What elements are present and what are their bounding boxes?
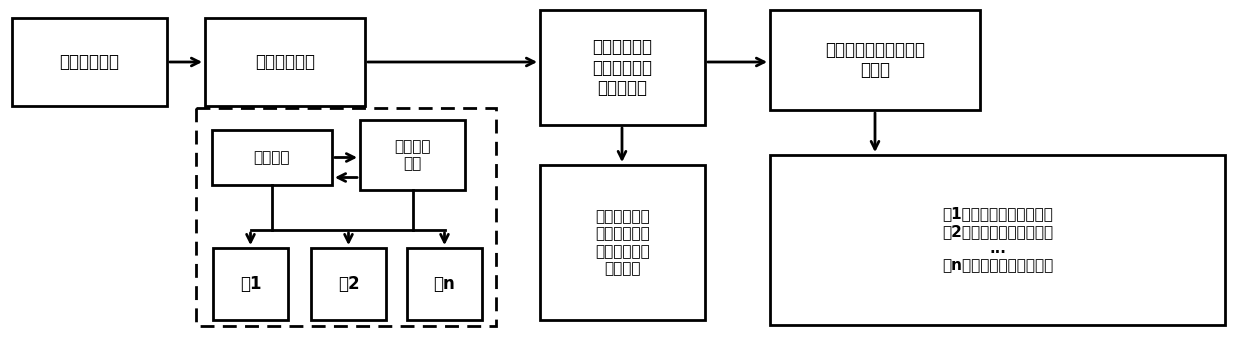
Text: 最短距离
准则: 最短距离 准则 [394, 139, 431, 171]
Text: 类n: 类n [433, 275, 456, 293]
Bar [206, 18, 365, 106]
Bar [213, 248, 288, 320]
Text: 多通道加权多
尺度排列熵信
息融合模块: 多通道加权多 尺度排列熵信 息融合模块 [593, 38, 652, 97]
Text: 类1: 类1 [240, 275, 261, 293]
Text: 聚类分析模块: 聚类分析模块 [255, 53, 314, 71]
Bar [540, 10, 704, 125]
Bar [407, 248, 482, 320]
Bar [360, 120, 465, 190]
Text: 类2: 类2 [338, 275, 359, 293]
Text: 欧式距离: 欧式距离 [254, 150, 290, 165]
Text: 数据采集模块: 数据采集模块 [59, 53, 120, 71]
Bar [196, 108, 496, 326]
Bar [770, 155, 1224, 325]
Text: 多通道测点按
其参与权重进
行排列熵信息
融合计算: 多通道测点按 其参与权重进 行排列熵信息 融合计算 [595, 209, 650, 276]
Bar [770, 10, 980, 110]
Bar [311, 248, 386, 320]
Bar [12, 18, 167, 106]
Bar [212, 130, 332, 185]
Text: 类1信息融合熵值变化曲线
类2信息融合熵值变化曲线
...
类n信息融合熵值变化曲线: 类1信息融合熵值变化曲线 类2信息融合熵值变化曲线 ... 类n信息融合熵值变化… [942, 206, 1054, 274]
Text: 熵值分析与运行状态监
测模块: 熵值分析与运行状态监 测模块 [825, 40, 925, 80]
Bar [540, 165, 704, 320]
